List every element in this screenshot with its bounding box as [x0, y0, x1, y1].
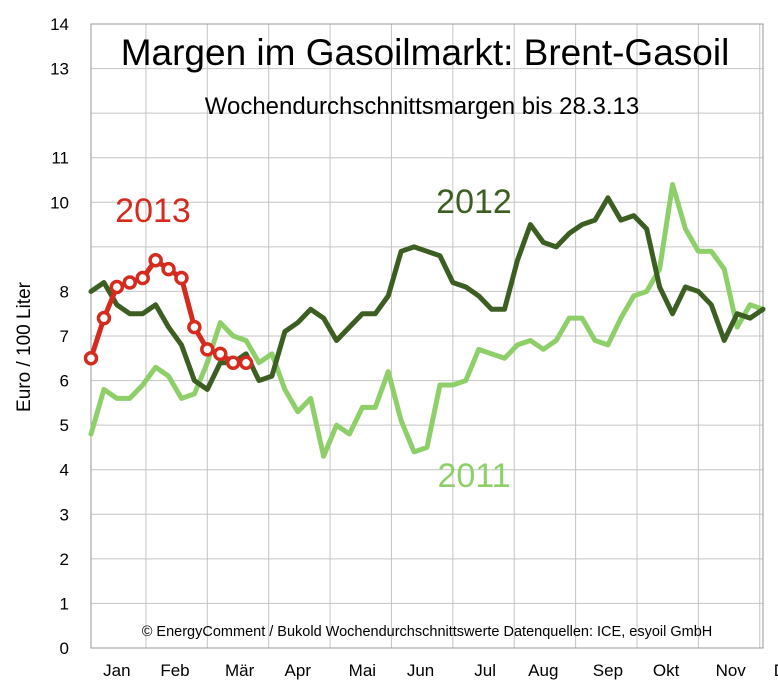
- x-tick-label: Dez: [774, 661, 778, 680]
- series-label-2012: 2012: [436, 183, 512, 221]
- x-tick-label: Jul: [474, 661, 496, 680]
- series-label-2013: 2013: [115, 192, 191, 230]
- y-tick-label: 8: [60, 282, 69, 301]
- data-point-2013: [174, 270, 189, 286]
- data-point-2013: [122, 275, 138, 290]
- y-tick-label: 7: [60, 327, 69, 346]
- x-tick-label: Mär: [225, 661, 255, 680]
- data-point-2013: [148, 252, 163, 268]
- data-point-2013: [161, 261, 176, 277]
- data-point-2013: [212, 346, 228, 362]
- series-label-2011: 2011: [437, 457, 510, 495]
- y-tick-label: 6: [60, 372, 69, 391]
- x-tick-label: Mai: [349, 661, 376, 680]
- marker-layer: [83, 252, 254, 370]
- x-tick-label: Feb: [160, 661, 189, 680]
- series-line-2011: [88, 181, 766, 459]
- chart-title: Margen im Gasoilmarkt: Brent-Gasoil: [121, 32, 730, 73]
- series-line-2012: [88, 195, 766, 392]
- y-tick-label: 14: [50, 15, 69, 34]
- y-tick-label: 1: [60, 594, 69, 613]
- data-point-2013: [187, 319, 202, 335]
- x-axis: Jan Feb Mär Apr Mai Jun Jul Aug Sep Okt Nov Dez: [103, 661, 778, 680]
- data-point-2013: [225, 355, 241, 370]
- y-tick-label: 11: [51, 149, 69, 168]
- x-tick-label: Nov: [716, 661, 747, 680]
- data-point-2013: [200, 342, 215, 357]
- y-axis-label: Euro / 100 Liter: [14, 281, 35, 412]
- chart-subtitle: Wochendurchschnittsmargen bis 28.3.13: [205, 93, 639, 120]
- x-tick-label: Jan: [103, 661, 130, 680]
- x-tick-label: Aug: [528, 661, 558, 680]
- y-axis: 0 1 2 3 4 5 6 7 8 10 11 13 14: [50, 15, 69, 658]
- y-tick-label: 5: [60, 416, 69, 435]
- y-tick-label: 3: [60, 505, 69, 524]
- plot-frame: [90, 23, 764, 649]
- y-tick-label: 13: [50, 60, 69, 79]
- y-tick-label: 10: [50, 193, 69, 212]
- x-tick-label: Okt: [653, 661, 680, 680]
- y-tick-label: 0: [60, 639, 69, 658]
- x-tick-label: Sep: [593, 661, 623, 680]
- data-point-2013: [83, 351, 99, 366]
- data-point-2013: [238, 355, 254, 370]
- source-credit: © EnergyComment / Bukold Wochendurchschn…: [142, 624, 713, 640]
- data-point-2013: [96, 310, 112, 326]
- x-tick-label: Apr: [285, 661, 312, 680]
- data-point-2013: [109, 279, 125, 295]
- data-point-2013: [135, 270, 150, 286]
- y-tick-label: 2: [60, 550, 69, 569]
- y-tick-label: 4: [60, 461, 69, 480]
- x-tick-label: Jun: [407, 661, 434, 680]
